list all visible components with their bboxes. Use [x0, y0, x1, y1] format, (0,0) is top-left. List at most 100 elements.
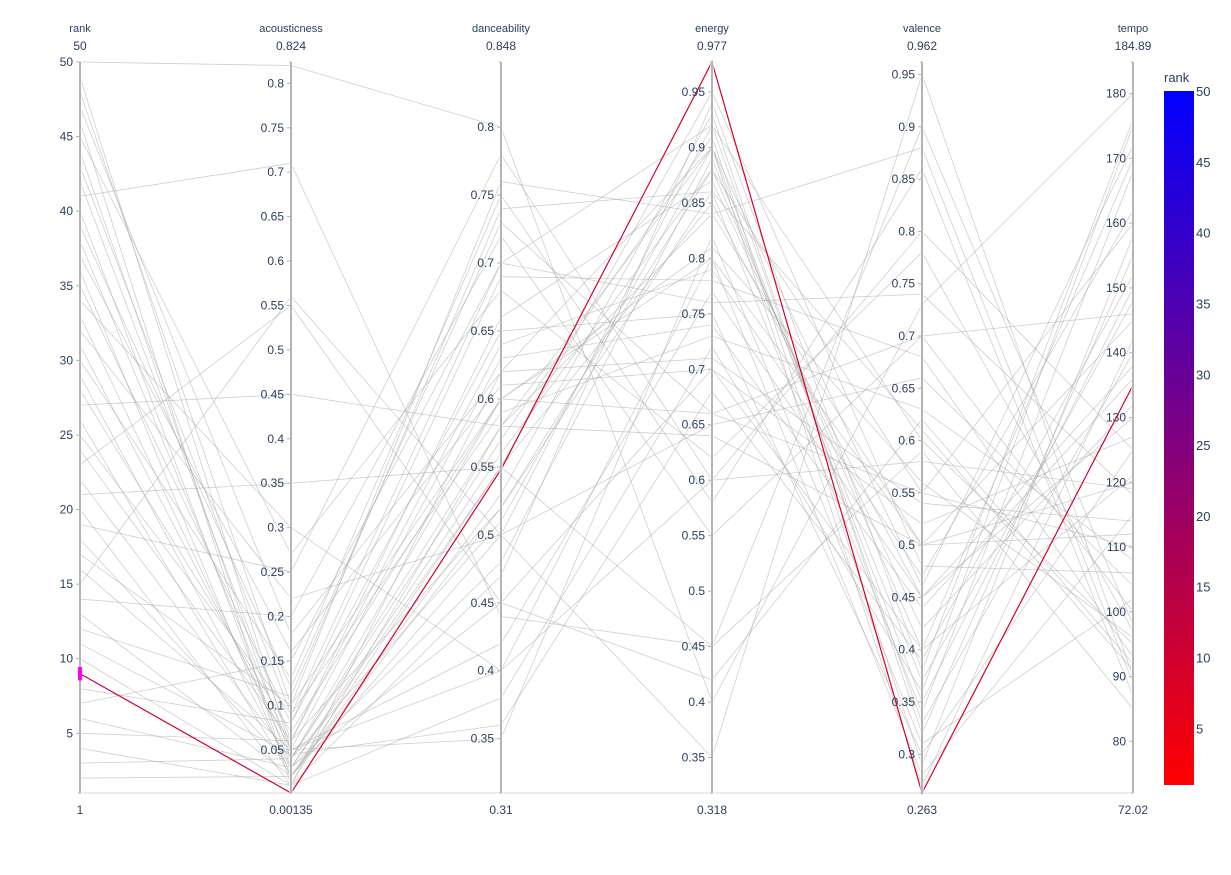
axis-tick-label: 0.85: [682, 196, 706, 210]
data-line-31: [79, 330, 1134, 600]
axis-tick-label: 0.35: [682, 751, 706, 765]
axis-tick-label: 0.45: [892, 590, 916, 604]
data-line-41: [79, 181, 1134, 742]
constraint-range-highlight[interactable]: [78, 666, 82, 681]
axis-tick-label: 0.35: [261, 476, 285, 490]
data-line-48: [79, 76, 1134, 751]
axis-tick-label: 0.4: [477, 664, 494, 678]
axis-tick-label: 0.3: [898, 747, 915, 761]
axis-danceability[interactable]: danceability 0.848 0.31 0.35 0.4 0.45 0.5 0.55 0…: [471, 23, 531, 817]
axis-max-label: 0.977: [697, 39, 727, 53]
data-line-20: [79, 125, 1134, 648]
data-line-14: [79, 73, 1134, 759]
axis-energy[interactable]: energy 0.977 0.318 0.35 0.4 0.45 0.5 0.55 0.6 0.6…: [682, 23, 730, 817]
axis-tick-label: 0.55: [261, 298, 285, 312]
axis-tick-label: 45: [60, 130, 74, 144]
axis-tick-label: 160: [1106, 216, 1126, 230]
data-line-43: [79, 146, 1134, 787]
axis-title[interactable]: tempo: [1118, 23, 1149, 35]
data-line-37: [79, 235, 1134, 751]
axis-tick-label: 90: [1113, 670, 1127, 684]
axis-tick-label: 0.05: [261, 743, 285, 757]
data-line-21: [79, 213, 1134, 760]
colorbar-title: rank: [1164, 70, 1190, 85]
axis-tick-label: 0.6: [267, 254, 284, 268]
colorbar-tick-label: 15: [1196, 580, 1210, 595]
axis-tick-label: 110: [1107, 540, 1126, 554]
axis-tick-label: 0.2: [267, 609, 284, 623]
colorbar-tick-label: 35: [1196, 296, 1210, 311]
axis-tick-label: 0.45: [471, 596, 495, 610]
axis-tick-label: 0.45: [682, 640, 706, 654]
background-lines: [79, 61, 1134, 794]
data-line-44: [79, 136, 1134, 632]
axis-tick-label: 0.8: [477, 120, 494, 134]
axis-tick-label: 100: [1106, 605, 1126, 619]
axis-tick-label: 0.6: [898, 434, 915, 448]
axis-tick-label: 0.8: [688, 251, 705, 265]
data-line-45: [79, 101, 1134, 787]
colorbar-tick-label: 30: [1196, 367, 1210, 382]
axis-tick-label: 0.5: [898, 538, 915, 552]
axis-tick-label: 0.7: [898, 329, 915, 343]
axis-tick-label: 130: [1106, 410, 1126, 424]
axis-min-label: 0.00135: [269, 803, 313, 817]
axis-max-label: 50: [73, 39, 87, 53]
axis-tick-label: 140: [1106, 346, 1126, 360]
axis-tick-label: 0.75: [892, 277, 916, 291]
data-line-6: [79, 158, 1134, 768]
colorbar-tick-label: 40: [1196, 226, 1210, 241]
axis-tick-label: 0.3: [267, 521, 284, 535]
axis-min-label: 0.263: [907, 803, 937, 817]
axis-tick-label: 0.5: [267, 343, 284, 357]
colorbar-tick-label: 45: [1196, 155, 1210, 170]
axis-title[interactable]: energy: [695, 23, 729, 35]
axis-title[interactable]: valence: [903, 23, 941, 35]
axis-valence[interactable]: valence 0.962 0.263 0.3 0.35 0.4 0.45 0.5 0.55 0.…: [892, 23, 941, 817]
data-line-28: [79, 157, 1134, 769]
axis-max-label: 0.824: [276, 39, 306, 53]
data-line-22: [79, 304, 1134, 681]
data-line-35: [79, 171, 1134, 778]
colorbar: rank 5 10 15 20 25 30 35 40 45 50: [1164, 70, 1210, 785]
axis-min-label: 0.318: [697, 803, 727, 817]
colorbar-gradient: [1164, 91, 1194, 785]
axis-tick-label: 0.1: [267, 698, 284, 712]
data-line-5: [79, 168, 1134, 742]
data-line-33: [79, 300, 1134, 672]
data-line-9: [79, 145, 1134, 786]
axis-tick-label: 0.85: [892, 172, 916, 186]
axis-tick-label: 0.75: [682, 307, 706, 321]
axis-tick-label: 0.55: [471, 460, 495, 474]
axis-tick-label: 15: [60, 577, 74, 591]
data-line-24: [79, 262, 1134, 716]
axis-tick-label: 10: [60, 652, 74, 666]
axis-title[interactable]: acousticness: [259, 23, 323, 35]
axis-tick-label: 0.4: [267, 432, 284, 446]
axis-title[interactable]: danceability: [472, 23, 531, 35]
data-line-16: [79, 222, 1134, 706]
axis-title[interactable]: rank: [69, 23, 91, 35]
axis-tick-label: 0.8: [267, 76, 284, 90]
data-line-17: [79, 91, 1134, 769]
axis-tick-label: 0.7: [688, 362, 705, 376]
axis-tick-label: 0.7: [267, 165, 284, 179]
data-line-12: [79, 124, 1134, 777]
axis-min-label: 1: [77, 803, 84, 817]
data-line-36: [79, 255, 1134, 653]
data-line-46: [79, 106, 1134, 636]
axis-tick-label: 0.65: [471, 324, 495, 338]
axis-tick-label: 0.15: [261, 654, 285, 668]
axis-tick-label: 20: [60, 503, 74, 517]
axis-tick-label: 0.95: [892, 68, 916, 82]
axis-tempo[interactable]: tempo 184.89 72.02 80 90 100 110 120 130 140 150 16…: [1106, 23, 1152, 817]
axis-tick-label: 0.35: [471, 732, 495, 746]
axis-tick-label: 0.55: [682, 529, 706, 543]
axis-acousticness[interactable]: acousticness 0.824 0.00135 0.05 0.1 0.15 0.2 0.…: [259, 23, 323, 817]
axis-max-label: 0.848: [486, 39, 516, 53]
axis-tick-label: 0.5: [477, 528, 494, 542]
highlighted-line-0: [79, 60, 1134, 795]
data-line-10: [79, 274, 1134, 755]
axis-tick-label: 80: [1113, 734, 1127, 748]
axis-tick-label: 0.75: [261, 121, 285, 135]
